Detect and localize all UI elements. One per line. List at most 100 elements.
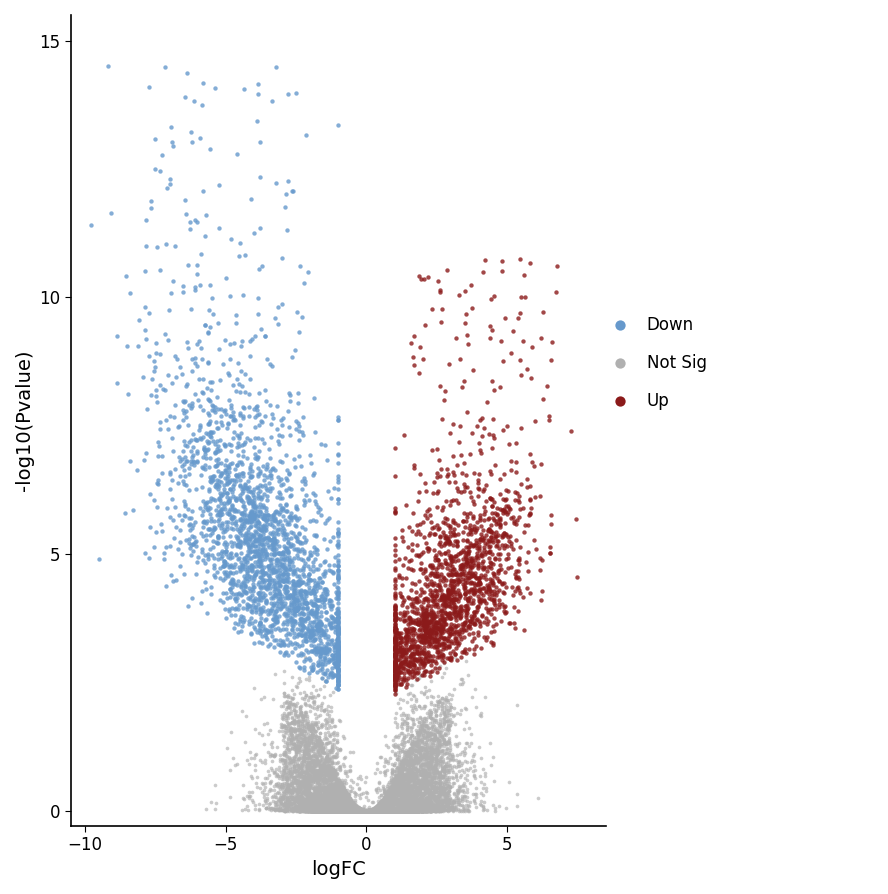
Up: [511, 580, 526, 595]
Not Sig: [405, 789, 419, 804]
Not Sig: [359, 804, 373, 818]
Not Sig: [392, 804, 407, 818]
Not Sig: [331, 804, 345, 818]
Not Sig: [342, 789, 356, 803]
Not Sig: [441, 783, 456, 797]
Not Sig: [353, 802, 367, 816]
Not Sig: [323, 798, 337, 813]
Up: [508, 584, 522, 598]
Not Sig: [364, 804, 378, 818]
Not Sig: [373, 804, 387, 818]
Not Sig: [316, 794, 330, 808]
Not Sig: [340, 804, 354, 818]
Not Sig: [381, 804, 395, 818]
Not Sig: [392, 800, 407, 814]
Not Sig: [365, 804, 379, 818]
Down: [305, 603, 320, 618]
Not Sig: [304, 730, 318, 745]
Up: [443, 627, 457, 641]
Not Sig: [338, 804, 353, 818]
Not Sig: [355, 804, 369, 818]
Not Sig: [422, 789, 436, 804]
Not Sig: [295, 764, 309, 779]
Not Sig: [287, 755, 301, 769]
Not Sig: [335, 804, 349, 818]
Not Sig: [367, 804, 381, 818]
Not Sig: [361, 804, 375, 818]
Up: [408, 634, 422, 648]
Down: [254, 593, 268, 607]
Not Sig: [381, 804, 395, 818]
Not Sig: [377, 804, 391, 818]
Not Sig: [363, 803, 377, 817]
Not Sig: [387, 777, 401, 791]
Not Sig: [419, 781, 433, 796]
Not Sig: [347, 804, 361, 818]
Not Sig: [412, 745, 426, 759]
Not Sig: [391, 804, 405, 818]
Not Sig: [364, 804, 378, 818]
Down: [218, 565, 233, 579]
Not Sig: [346, 804, 361, 818]
Not Sig: [335, 804, 349, 818]
Not Sig: [343, 779, 357, 793]
Down: [204, 548, 218, 562]
Not Sig: [390, 804, 404, 818]
Not Sig: [363, 804, 377, 818]
Not Sig: [317, 804, 331, 818]
Up: [438, 597, 452, 611]
Not Sig: [341, 804, 355, 818]
Not Sig: [344, 795, 358, 809]
Up: [448, 633, 462, 647]
Not Sig: [356, 804, 370, 818]
Not Sig: [281, 780, 295, 795]
Down: [188, 280, 202, 294]
Not Sig: [405, 740, 419, 755]
Not Sig: [364, 804, 378, 818]
Not Sig: [368, 801, 382, 815]
Not Sig: [403, 804, 417, 818]
Not Sig: [326, 726, 340, 740]
Not Sig: [333, 791, 347, 805]
Not Sig: [351, 804, 365, 818]
Not Sig: [368, 802, 382, 816]
Down: [253, 135, 267, 149]
Not Sig: [275, 789, 289, 804]
Not Sig: [339, 804, 353, 818]
Not Sig: [354, 804, 369, 818]
Not Sig: [377, 804, 392, 818]
Not Sig: [337, 804, 352, 818]
Not Sig: [326, 804, 340, 818]
Not Sig: [382, 804, 396, 818]
Not Sig: [396, 804, 410, 818]
Not Sig: [467, 787, 481, 801]
Down: [288, 597, 302, 611]
Not Sig: [313, 786, 327, 800]
Not Sig: [329, 804, 344, 818]
Down: [314, 643, 329, 657]
Up: [404, 635, 418, 649]
Not Sig: [360, 804, 374, 818]
Down: [240, 568, 254, 582]
Not Sig: [336, 804, 350, 818]
Not Sig: [305, 804, 320, 818]
Not Sig: [347, 804, 361, 818]
Down: [254, 569, 268, 584]
Up: [440, 651, 455, 665]
Not Sig: [329, 789, 344, 804]
Down: [207, 521, 221, 536]
Not Sig: [389, 804, 403, 818]
Not Sig: [336, 804, 350, 818]
Not Sig: [363, 804, 377, 818]
Not Sig: [339, 804, 353, 818]
Not Sig: [325, 804, 339, 818]
Not Sig: [308, 772, 322, 787]
Down: [198, 443, 212, 457]
Not Sig: [423, 804, 437, 818]
Not Sig: [260, 716, 274, 730]
Not Sig: [355, 804, 369, 818]
Not Sig: [320, 804, 334, 818]
Not Sig: [397, 804, 411, 818]
Not Sig: [331, 804, 345, 818]
Not Sig: [377, 797, 392, 811]
